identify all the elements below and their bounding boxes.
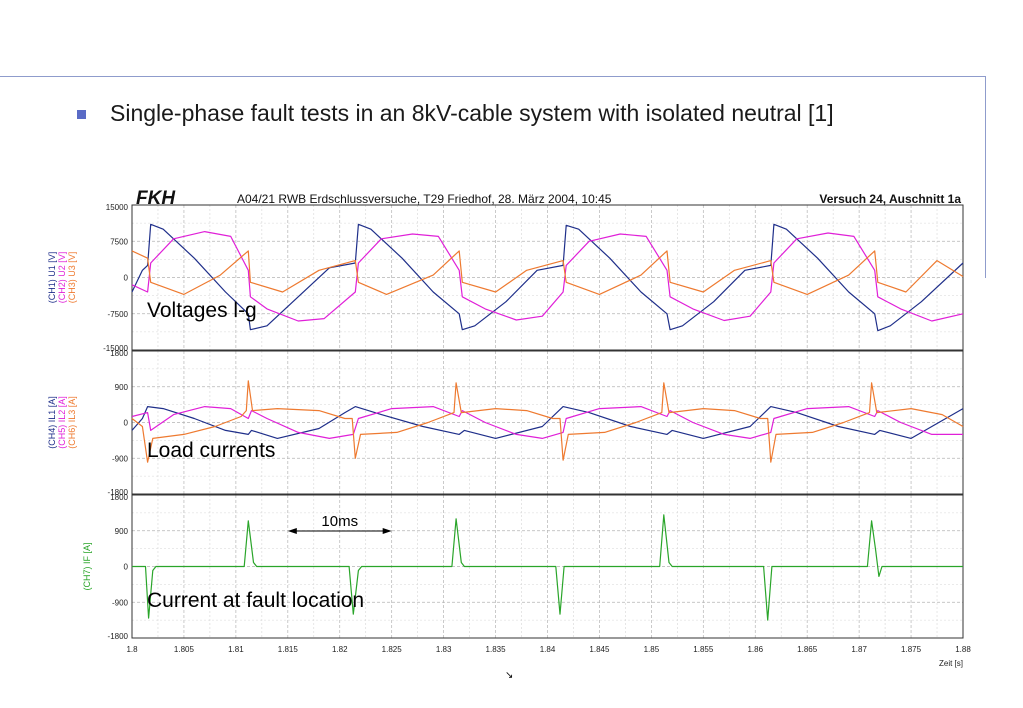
channel-label: (CH3) U3 [V] bbox=[67, 252, 77, 304]
y-tick-label: 0 bbox=[124, 563, 129, 572]
panel-frame bbox=[131, 204, 964, 351]
chart-run-label: Versuch 24, Auschnitt 1a bbox=[819, 192, 961, 206]
chart-brand: FKH bbox=[136, 188, 176, 209]
x-axis-label: Zeit [s] bbox=[939, 659, 963, 668]
x-tick-label: 1.83 bbox=[436, 645, 452, 654]
x-tick-label: 1.87 bbox=[851, 645, 867, 654]
y-tick-label: 1800 bbox=[110, 493, 128, 502]
y-tick-label: -1800 bbox=[108, 488, 129, 497]
slide-title: Single-phase fault tests in an 8kV-cable… bbox=[110, 100, 834, 126]
x-tick-label: 1.815 bbox=[278, 645, 299, 654]
channel-label: (CH4) IL1 [A] bbox=[47, 396, 57, 449]
y-tick-label: -7500 bbox=[108, 310, 129, 319]
channel-legend: (CH4) IL1 [A](CH5) IL2 [A](CH6) IL3 [A] bbox=[47, 396, 77, 449]
mouse-cursor-icon: ↘ bbox=[505, 670, 514, 681]
channel-label: (CH2) U2 [V] bbox=[57, 252, 67, 304]
x-tick-label: 1.865 bbox=[797, 645, 818, 654]
x-tick-label: 1.88 bbox=[955, 645, 971, 654]
channel-label: (CH5) IL2 [A] bbox=[57, 396, 67, 449]
y-tick-label: -1800 bbox=[108, 632, 129, 641]
x-tick-label: 1.86 bbox=[747, 645, 763, 654]
series-line bbox=[131, 406, 964, 439]
x-tick-label: 1.825 bbox=[382, 645, 403, 654]
series-line bbox=[131, 380, 964, 463]
header-divider bbox=[0, 76, 985, 77]
series-line bbox=[132, 514, 963, 621]
channel-legend: (CH1) U1 [V](CH2) U2 [V](CH3) U3 [V] bbox=[47, 252, 77, 304]
series-line bbox=[131, 406, 963, 439]
x-tick-label: 1.855 bbox=[693, 645, 714, 654]
y-tick-label: 900 bbox=[115, 383, 129, 392]
y-tick-label: -900 bbox=[112, 454, 129, 463]
y-tick-label: -15000 bbox=[103, 344, 128, 353]
y-tick-label: 900 bbox=[115, 527, 129, 536]
channel-legend: (CH7) IF [A] bbox=[82, 542, 92, 590]
x-tick-label: 1.85 bbox=[644, 645, 660, 654]
series-line bbox=[131, 231, 964, 322]
y-tick-label: 0 bbox=[124, 274, 129, 283]
chart-title: A04/21 RWB Erdschlussversuche, T29 Fried… bbox=[237, 192, 612, 206]
x-tick-label: 1.805 bbox=[174, 645, 195, 654]
annotation-arrowhead-left bbox=[287, 528, 297, 534]
x-tick-label: 1.8 bbox=[126, 645, 138, 654]
panel-overlay-label: Current at fault location bbox=[147, 589, 364, 612]
channel-label: (CH1) U1 [V] bbox=[47, 252, 57, 304]
panel-overlay-label: Load currents bbox=[147, 439, 275, 462]
x-tick-label: 1.82 bbox=[332, 645, 348, 654]
y-tick-label: -900 bbox=[112, 598, 129, 607]
x-tick-label: 1.845 bbox=[589, 645, 610, 654]
series-line bbox=[131, 223, 964, 332]
y-tick-label: 15000 bbox=[106, 203, 129, 212]
x-tick-label: 1.81 bbox=[228, 645, 244, 654]
x-tick-label: 1.84 bbox=[540, 645, 556, 654]
panel-overlay-label: Voltages l-g bbox=[147, 299, 257, 322]
panel-frame bbox=[131, 350, 964, 495]
annotation-label: 10ms bbox=[321, 513, 358, 530]
channel-label: (CH6) IL3 [A] bbox=[67, 396, 77, 449]
y-tick-label: 1800 bbox=[110, 349, 128, 358]
x-tick-label: 1.835 bbox=[486, 645, 507, 654]
annotation-arrowhead-right bbox=[382, 528, 392, 534]
y-tick-label: 0 bbox=[124, 419, 129, 428]
y-tick-label: 7500 bbox=[110, 237, 128, 246]
series-line bbox=[131, 250, 964, 295]
right-divider bbox=[985, 76, 986, 278]
x-tick-label: 1.875 bbox=[901, 645, 922, 654]
bullet-square-icon bbox=[77, 110, 86, 119]
channel-label: (CH7) IF [A] bbox=[82, 542, 92, 590]
